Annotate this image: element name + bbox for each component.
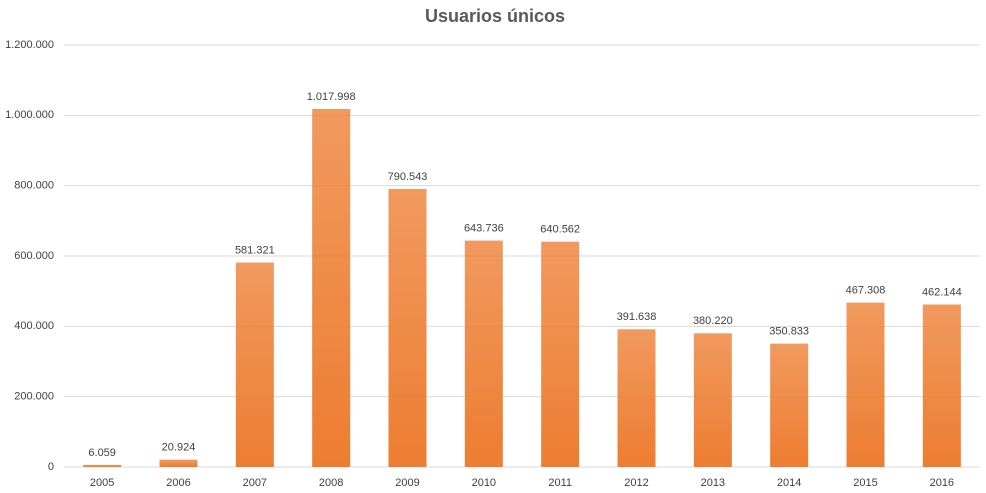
bar bbox=[922, 304, 961, 467]
y-tick-label: 400.000 bbox=[14, 320, 54, 332]
x-tick-label: 2006 bbox=[166, 477, 190, 489]
x-tick-label: 2007 bbox=[243, 477, 267, 489]
y-tick-label: 600.000 bbox=[14, 250, 54, 262]
bar bbox=[693, 333, 732, 467]
x-tick-label: 2010 bbox=[472, 477, 496, 489]
value-label: 6.059 bbox=[88, 447, 116, 459]
value-label: 20.924 bbox=[162, 442, 196, 454]
x-tick-label: 2012 bbox=[624, 477, 648, 489]
chart-title: Usuarios únicos bbox=[425, 6, 565, 26]
bar bbox=[770, 343, 809, 467]
x-tick-label: 2014 bbox=[777, 477, 801, 489]
y-tick-label: 800.000 bbox=[14, 180, 54, 192]
value-label: 350.833 bbox=[769, 326, 809, 338]
value-label: 643.736 bbox=[464, 223, 504, 235]
x-tick-label: 2005 bbox=[90, 477, 114, 489]
bar bbox=[541, 241, 580, 467]
value-label: 462.144 bbox=[922, 286, 962, 298]
x-tick-label: 2008 bbox=[319, 477, 343, 489]
x-tick-label: 2011 bbox=[548, 477, 572, 489]
y-tick-label: 1.000.000 bbox=[5, 109, 54, 121]
x-tick-label: 2016 bbox=[930, 477, 954, 489]
bar bbox=[83, 464, 122, 467]
bar bbox=[159, 459, 198, 467]
value-label: 1.017.998 bbox=[307, 91, 356, 103]
x-tick-label: 2013 bbox=[701, 477, 725, 489]
bar bbox=[388, 188, 427, 468]
value-label: 391.638 bbox=[617, 311, 657, 323]
y-tick-label: 200.000 bbox=[14, 391, 54, 403]
bar bbox=[312, 109, 351, 468]
bar bbox=[846, 302, 885, 467]
value-label: 790.543 bbox=[388, 171, 428, 183]
y-tick-label: 1.200.000 bbox=[5, 39, 54, 51]
bar bbox=[235, 262, 274, 467]
value-label: 467.308 bbox=[846, 285, 886, 297]
x-tick-label: 2015 bbox=[853, 477, 877, 489]
x-tick-label: 2009 bbox=[395, 477, 419, 489]
value-label: 640.562 bbox=[540, 224, 580, 236]
y-tick-label: 0 bbox=[48, 461, 54, 473]
bar bbox=[617, 329, 656, 467]
bar bbox=[464, 240, 503, 467]
value-label: 380.220 bbox=[693, 315, 733, 327]
value-label: 581.321 bbox=[235, 244, 275, 256]
